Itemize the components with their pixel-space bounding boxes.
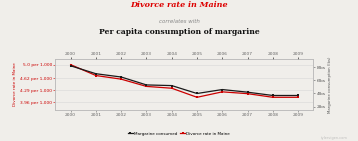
Text: Divorce rate in Maine: Divorce rate in Maine [130,1,228,9]
Text: tylervigen.com: tylervigen.com [320,136,347,140]
Legend: Margarine consumed, Divorce rate in Maine: Margarine consumed, Divorce rate in Main… [126,130,232,137]
Y-axis label: Divorce rate in Maine: Divorce rate in Maine [13,63,17,106]
Y-axis label: Margarine consumption (lbs): Margarine consumption (lbs) [329,56,333,113]
Text: correlates with: correlates with [159,19,199,24]
Text: Per capita consumption of margarine: Per capita consumption of margarine [98,28,260,36]
